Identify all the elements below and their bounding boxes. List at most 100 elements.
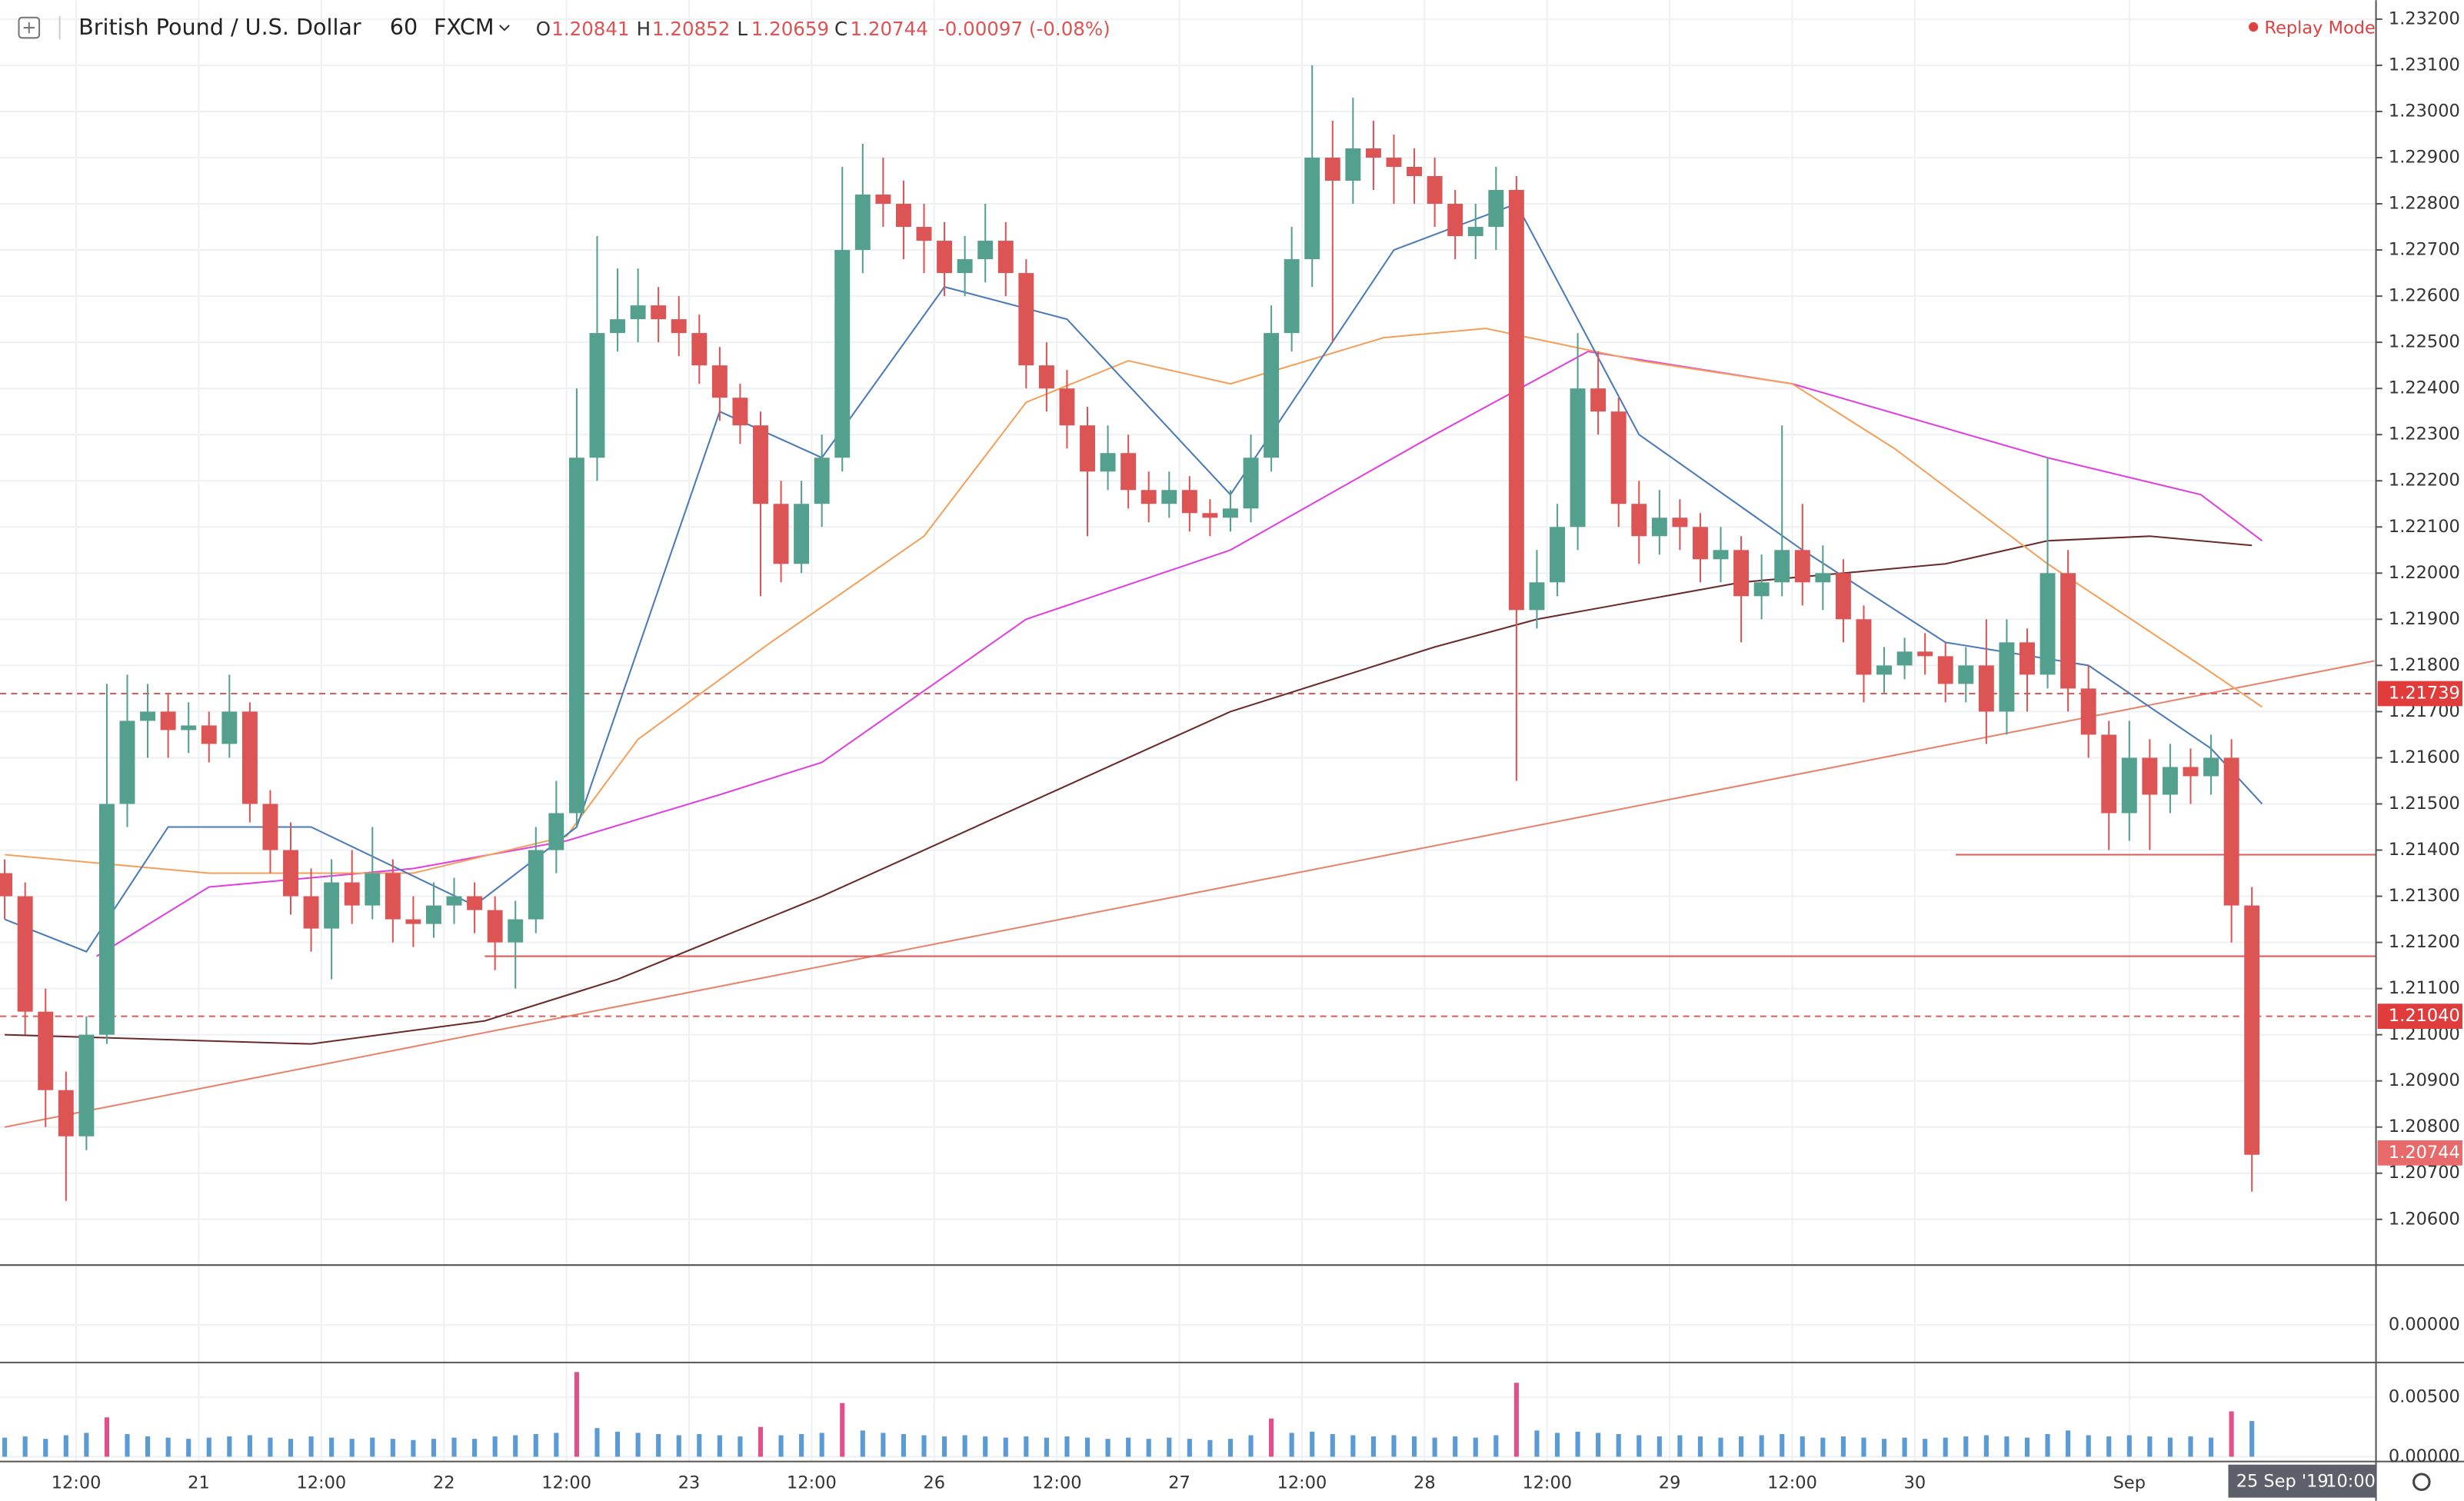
volume-bar — [43, 1439, 48, 1457]
volume-bar — [942, 1436, 947, 1457]
volume-bar — [1269, 1418, 1274, 1457]
volume-bar — [492, 1436, 498, 1457]
candle-body — [794, 504, 810, 564]
volume-bar — [1370, 1436, 1376, 1457]
volume-bar — [697, 1433, 702, 1457]
volume-bar — [1003, 1437, 1008, 1457]
candle-body — [875, 195, 891, 205]
volume-bar — [758, 1426, 764, 1457]
y-tick-label: 1.23200 — [2389, 8, 2460, 28]
time-badge-time: 10:00 — [2326, 1472, 2376, 1492]
candle-body — [957, 259, 973, 274]
volume-bar — [247, 1435, 252, 1457]
volume-bar — [554, 1433, 559, 1457]
candle-body — [1958, 665, 1974, 684]
candle-body — [1223, 508, 1238, 518]
x-tick-label: 21 — [188, 1473, 210, 1493]
candle-body — [630, 305, 646, 320]
volume-bar — [1840, 1436, 1846, 1457]
level-label: 1.21040 — [2389, 1006, 2460, 1026]
candle-body — [711, 365, 728, 398]
candle-body — [2203, 757, 2219, 777]
interval[interactable]: 60 — [390, 14, 418, 40]
volume-bar — [165, 1437, 171, 1457]
volume-bar — [1596, 1433, 1601, 1457]
volume-bar — [186, 1439, 191, 1457]
volume-bar — [1861, 1437, 1866, 1457]
volume-bar — [227, 1436, 232, 1457]
x-tick-label: 12:00 — [52, 1473, 102, 1493]
volume-tick-label: 0.00000 — [2389, 1446, 2460, 1466]
x-tick-label: Sep — [2113, 1473, 2146, 1493]
candle-body — [691, 333, 708, 366]
y-tick-label: 1.21800 — [2389, 655, 2460, 675]
candle-body — [1570, 388, 1586, 528]
y-tick-label: 1.22700 — [2389, 240, 2460, 260]
volume-bar — [1187, 1439, 1192, 1457]
y-tick-label: 1.23100 — [2389, 55, 2460, 75]
volume-bar — [1902, 1437, 1907, 1457]
candle-body — [1018, 273, 1034, 366]
volume-bar — [145, 1436, 151, 1457]
candle-body — [651, 305, 667, 320]
moving-average — [5, 535, 2253, 1045]
x-tick-label: 12:00 — [1032, 1473, 1082, 1493]
volume-bar — [1983, 1435, 1989, 1457]
y-tick-label: 1.21900 — [2389, 609, 2460, 629]
volume-bar — [2066, 1430, 2071, 1457]
candle-body — [997, 241, 1014, 274]
volume-bar — [2086, 1435, 2091, 1457]
candle-body — [2223, 757, 2239, 906]
volume-bar — [1432, 1437, 1437, 1457]
add-icon[interactable] — [18, 16, 41, 39]
y-tick-label: 1.21500 — [2389, 794, 2460, 814]
y-tick-label: 1.21100 — [2389, 978, 2460, 998]
candle-body — [1080, 425, 1095, 472]
volume-bar — [1657, 1436, 1662, 1457]
candle-body — [1467, 227, 1483, 237]
volume-bar — [1513, 1383, 1519, 1457]
y-tick-label: 1.20600 — [2389, 1209, 2460, 1229]
candle-body — [1753, 582, 1770, 597]
candle-body — [548, 813, 564, 850]
volume-bar — [983, 1436, 988, 1457]
candle-body — [140, 711, 156, 721]
candle-body — [834, 250, 851, 458]
y-tick-label: 1.22000 — [2389, 563, 2460, 583]
moving-average — [96, 351, 2263, 957]
y-tick-label: 1.22100 — [2389, 517, 2460, 537]
volume-bar — [2208, 1437, 2214, 1457]
settings-icon[interactable] — [2412, 1473, 2431, 1491]
candle-body — [773, 504, 789, 564]
replay-mode[interactable]: Replay Mode — [2264, 18, 2375, 38]
volume-bar — [738, 1436, 743, 1457]
source[interactable]: FXCM — [434, 14, 494, 40]
x-tick-label: 27 — [1168, 1473, 1190, 1493]
volume-bar — [901, 1433, 907, 1457]
candle-body — [1243, 458, 1259, 509]
open-label: O — [536, 18, 551, 40]
volume-bar — [1044, 1437, 1049, 1457]
level-label: 1.21739 — [2389, 683, 2460, 703]
symbol[interactable]: British Pound / U.S. Dollar — [78, 14, 361, 40]
volume-bar — [676, 1435, 681, 1457]
candle-body — [1815, 573, 1831, 583]
volume-bar — [1207, 1439, 1213, 1457]
volume-bar — [1024, 1436, 1029, 1457]
candle-body — [1590, 388, 1607, 412]
candle-body — [1550, 527, 1565, 583]
dropdown-icon[interactable] — [499, 25, 510, 32]
volume-bar — [1310, 1431, 1315, 1457]
volume-bar — [1943, 1437, 1948, 1457]
volume-bar — [778, 1435, 784, 1457]
candle-body — [2142, 757, 2158, 795]
candle-body — [671, 319, 687, 334]
candle-body — [1508, 190, 1524, 611]
y-tick-label: 1.21400 — [2389, 840, 2460, 860]
volume-bar — [1391, 1435, 1397, 1457]
candle-body — [1672, 518, 1688, 528]
candle-body — [1835, 573, 1851, 620]
volume-bar — [1473, 1437, 1478, 1457]
level-label-box — [2377, 1003, 2462, 1029]
